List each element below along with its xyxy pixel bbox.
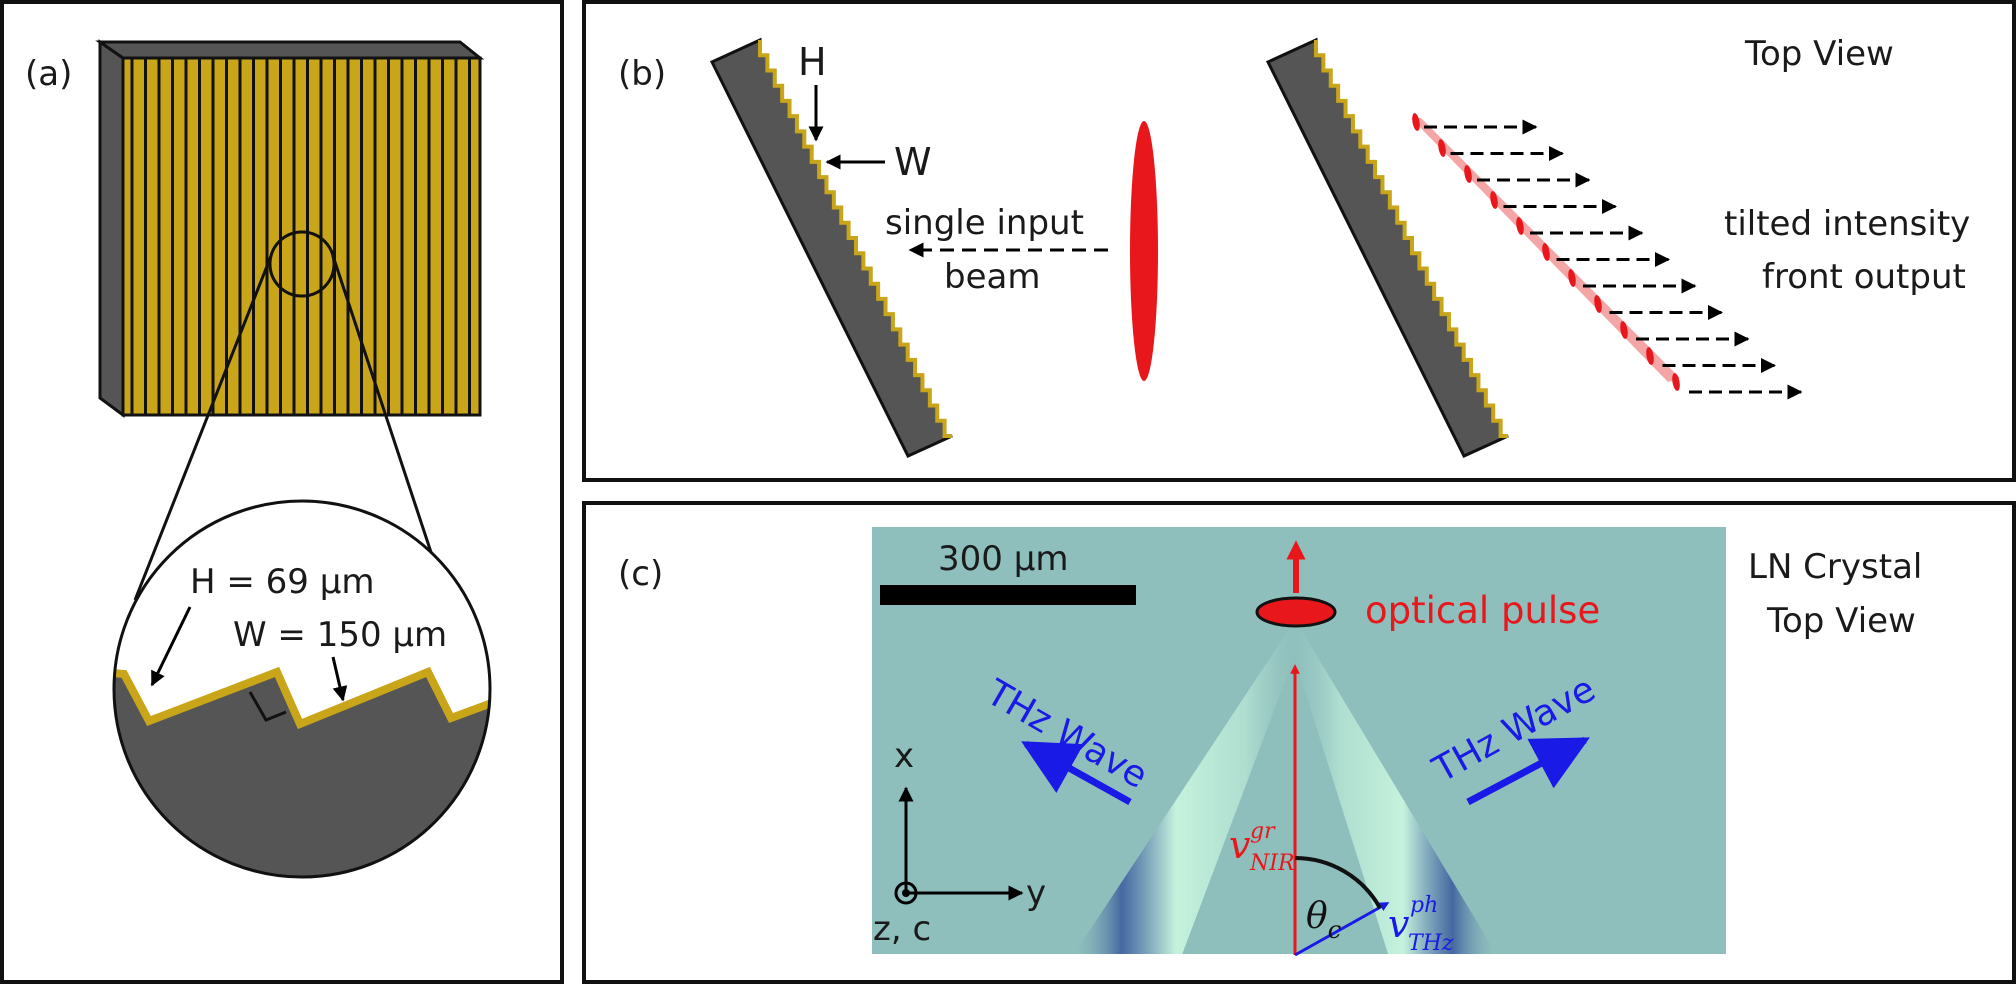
w-marker-label: W	[894, 140, 932, 184]
panel-c-frame	[582, 501, 2016, 984]
grating-block	[95, 39, 485, 418]
scale-bar	[880, 585, 1136, 605]
grating-right	[1265, 37, 1509, 458]
magnified-view	[112, 499, 492, 879]
tilted-pulse-front	[1411, 113, 1680, 391]
v-nir-subscript: NIR	[1249, 851, 1295, 876]
zoom-line-left	[133, 255, 273, 601]
w-dimension-arrow	[331, 656, 348, 702]
thz-wave-left-arrow	[1021, 740, 1132, 806]
v-nir-superscript: gr	[1250, 819, 1276, 844]
thz-wave-right-arrow	[1466, 736, 1590, 806]
v-thz-superscript: ph	[1410, 893, 1438, 918]
thz-phase-velocity-arrow	[1294, 902, 1390, 957]
axis-z-label: z, c	[873, 909, 931, 949]
axis-y-label: y	[1026, 873, 1046, 913]
input-beam-label-line2: beam	[944, 257, 1040, 297]
panel-b-view-label: Top View	[1744, 34, 1894, 74]
panel-b-label: (b)	[618, 54, 666, 94]
coordinate-axes	[894, 786, 1024, 905]
grating-left	[709, 37, 953, 458]
scale-bar-label: 300 μm	[938, 539, 1068, 579]
input-beam-spot	[1130, 121, 1158, 381]
crystal-view-line2: Top View	[1766, 601, 1916, 641]
output-label-line1: tilted intensity	[1724, 204, 1970, 244]
panel-a-label: (a)	[25, 54, 72, 94]
zoom-circle	[268, 230, 336, 298]
h-dimension-label: H = 69 μm	[190, 562, 375, 602]
axis-x-label: x	[894, 736, 914, 776]
panel-b-frame	[582, 0, 2016, 482]
crystal-view-line1: LN Crystal	[1748, 547, 1922, 587]
theta-c-label: θc	[1306, 896, 1341, 944]
input-beam-label-line1: single input	[885, 203, 1084, 243]
output-label-line2: front output	[1762, 257, 1966, 297]
cherenkov-angle-arc	[1294, 855, 1382, 909]
panel-a-frame	[0, 0, 564, 984]
h-dimension-arrow	[150, 606, 192, 687]
v-thz-subscript: THz	[1408, 931, 1454, 956]
w-dimension-label: W = 150 μm	[233, 615, 447, 655]
v-thz-label: v	[1388, 902, 1410, 946]
panel-c-label: (c)	[618, 554, 663, 594]
optical-pulse-label: optical pulse	[1365, 589, 1600, 632]
optical-pulse-ellipse	[1255, 596, 1337, 628]
output-arrows	[1424, 119, 1803, 400]
thz-cherenkov-cone	[1073, 628, 1497, 954]
h-marker-label: H	[798, 40, 827, 84]
v-nir-label: v	[1229, 823, 1251, 867]
